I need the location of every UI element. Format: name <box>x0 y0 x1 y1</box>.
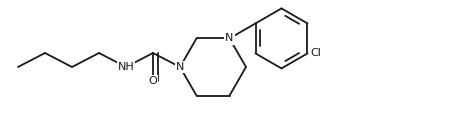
Text: N: N <box>176 62 184 72</box>
Text: O: O <box>149 76 157 86</box>
Text: NH: NH <box>118 62 134 72</box>
Text: N: N <box>226 33 234 43</box>
Text: Cl: Cl <box>311 48 321 58</box>
